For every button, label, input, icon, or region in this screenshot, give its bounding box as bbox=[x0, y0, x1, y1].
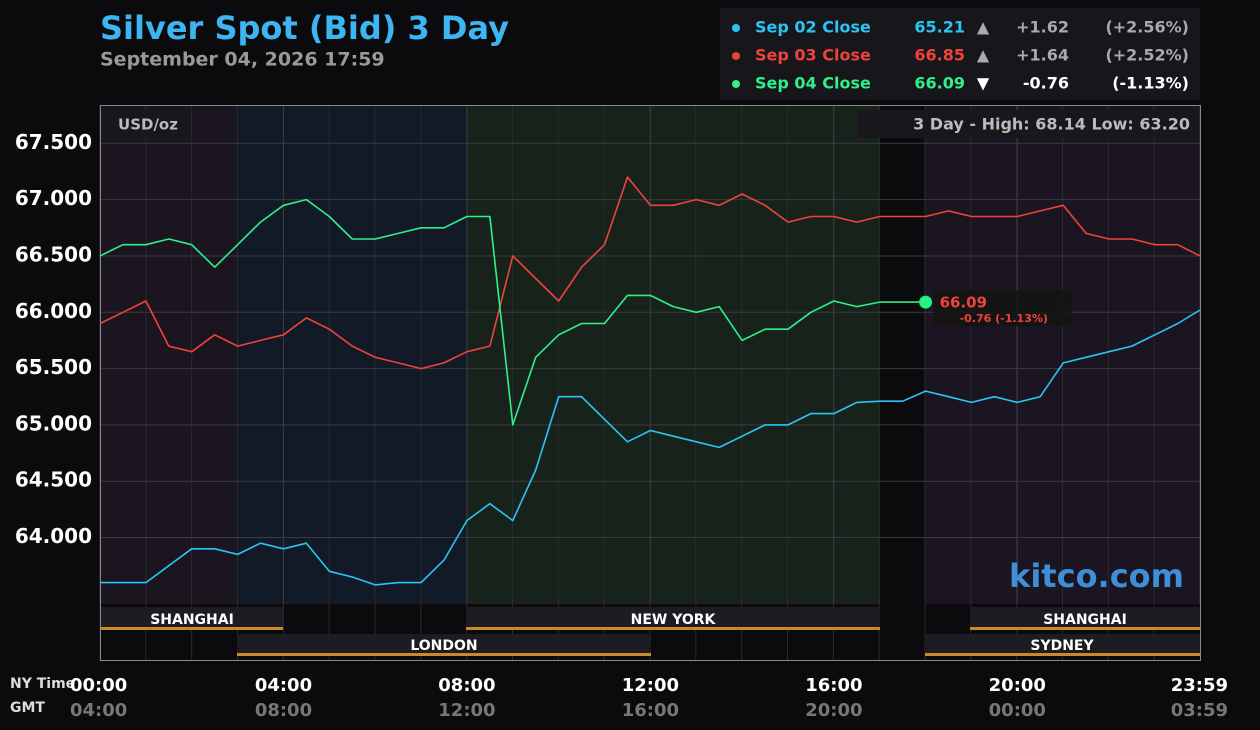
closed-band bbox=[880, 105, 925, 604]
x-tick-label: 00:00 bbox=[70, 675, 127, 696]
legend-name: Sep 02 Close bbox=[755, 18, 871, 37]
session-label: SYDNEY bbox=[1030, 638, 1094, 654]
x2-axis-label: GMT bbox=[10, 700, 45, 716]
x2-tick-label: 12:00 bbox=[438, 700, 495, 721]
last-value: 66.09 bbox=[940, 294, 987, 312]
legend-change-pct: (-1.13%) bbox=[1112, 74, 1189, 93]
x2-tick-label: 08:00 bbox=[255, 700, 312, 721]
y-tick-label: 65.500 bbox=[15, 355, 92, 379]
subtitle: September 04, 2026 17:59 bbox=[100, 49, 385, 71]
x2-tick-label: 00:00 bbox=[989, 700, 1046, 721]
last-point bbox=[919, 295, 933, 309]
legend-close: 66.85 bbox=[914, 46, 965, 65]
asia-band bbox=[100, 105, 237, 604]
session-label: LONDON bbox=[410, 638, 477, 654]
session-bar bbox=[100, 607, 283, 628]
legend-change-pct: (+2.56%) bbox=[1105, 18, 1189, 37]
session-bar bbox=[237, 634, 651, 655]
legend-name: Sep 03 Close bbox=[755, 46, 871, 65]
last-label-box bbox=[933, 290, 1072, 327]
watermark: kitco.com bbox=[1009, 557, 1184, 595]
legend-arrow: ▼ bbox=[977, 74, 990, 93]
session-bar bbox=[466, 607, 880, 628]
legend-arrow: ▲ bbox=[977, 18, 990, 37]
y-tick-label: 66.500 bbox=[15, 242, 92, 266]
session-line bbox=[925, 653, 1200, 656]
legend-change: +1.62 bbox=[1016, 18, 1069, 37]
x-tick-label: 12:00 bbox=[622, 675, 679, 696]
x2-tick-label: 20:00 bbox=[805, 700, 862, 721]
price-line bbox=[99, 176, 1201, 370]
x-tick-label: 16:00 bbox=[805, 675, 862, 696]
session-line bbox=[237, 653, 651, 656]
legend-dot bbox=[732, 52, 740, 60]
price-line bbox=[100, 309, 1201, 586]
x2-tick-label: 04:00 bbox=[70, 700, 127, 721]
legend-change: +1.64 bbox=[1016, 46, 1069, 65]
session-label: SHANGHAI bbox=[1043, 612, 1127, 628]
newyork-band bbox=[466, 105, 880, 604]
x-tick-label: 23:59 bbox=[1171, 675, 1228, 696]
session-line bbox=[100, 627, 283, 630]
session-label: SHANGHAI bbox=[150, 612, 234, 628]
price-line bbox=[99, 198, 926, 426]
y-tick-label: 66.000 bbox=[15, 299, 92, 323]
y-tick-label: 65.000 bbox=[15, 411, 92, 435]
y-tick-label: 64.500 bbox=[15, 468, 92, 492]
london-band bbox=[237, 105, 466, 604]
unit-label: USD/oz bbox=[118, 116, 178, 134]
legend-arrow: ▲ bbox=[977, 46, 990, 65]
x2-tick-label: 16:00 bbox=[622, 700, 679, 721]
x-tick-label: 20:00 bbox=[989, 675, 1046, 696]
legend-close: 66.09 bbox=[914, 74, 965, 93]
legend-dot bbox=[732, 24, 740, 32]
sessions: SHANGHAI LONDON NEW YORK SHANGHAI SYDNEY bbox=[100, 607, 1200, 656]
y-tick-label: 67.000 bbox=[15, 186, 92, 210]
unit-box bbox=[104, 110, 190, 138]
session-bar bbox=[970, 607, 1200, 628]
y-tick-label: 67.500 bbox=[15, 130, 92, 154]
high-low-box bbox=[858, 110, 1198, 138]
session-line bbox=[970, 627, 1200, 630]
x2-tick-label: 03:59 bbox=[1171, 700, 1228, 721]
high-low: 3 Day - High: 68.14 Low: 63.20 bbox=[913, 115, 1190, 134]
x-axis-label: NY Time bbox=[10, 676, 75, 692]
chart-title: Silver Spot (Bid) 3 Day bbox=[100, 9, 509, 47]
y-tick-label: 64.000 bbox=[15, 524, 92, 548]
legend-name: Sep 04 Close bbox=[755, 74, 871, 93]
x-tick-label: 08:00 bbox=[438, 675, 495, 696]
last-change: -0.76 (-1.13%) bbox=[960, 312, 1048, 325]
legend-change-pct: (+2.52%) bbox=[1105, 46, 1189, 65]
session-bar bbox=[925, 634, 1200, 655]
x-tick-label: 04:00 bbox=[255, 675, 312, 696]
legend-change: -0.76 bbox=[1023, 74, 1069, 93]
legend-dot bbox=[732, 80, 740, 88]
legend-close: 65.21 bbox=[914, 18, 965, 37]
plot-frame bbox=[100, 105, 1201, 661]
session-label: NEW YORK bbox=[631, 612, 717, 628]
session-line bbox=[466, 627, 880, 630]
legend-box bbox=[720, 8, 1200, 100]
